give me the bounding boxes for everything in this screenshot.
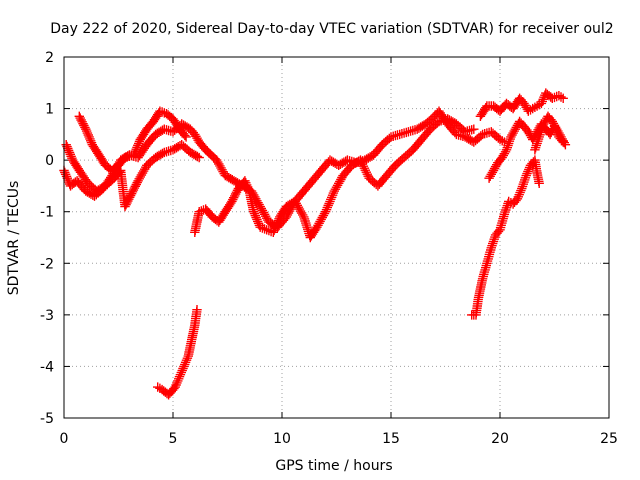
data-point xyxy=(85,134,95,144)
series-track-9 xyxy=(530,111,571,155)
data-point xyxy=(129,183,140,193)
series-track-4 xyxy=(190,114,479,243)
x-tick-label: 20 xyxy=(491,431,509,447)
data-points xyxy=(59,88,571,400)
data-point xyxy=(122,198,132,208)
data-point xyxy=(60,167,70,178)
data-point xyxy=(64,147,75,158)
data-point xyxy=(250,210,260,221)
y-tick-label: 2 xyxy=(45,50,54,66)
x-axis-ticks: 0 5 10 15 20 25 xyxy=(60,57,618,447)
data-point xyxy=(75,113,85,123)
data-point xyxy=(273,216,283,226)
data-point xyxy=(67,153,77,163)
data-point xyxy=(181,132,191,142)
x-tick-label: 15 xyxy=(382,431,400,447)
data-point xyxy=(192,151,203,162)
data-point xyxy=(251,212,261,223)
data-point xyxy=(129,150,139,160)
x-tick-label: 25 xyxy=(600,431,618,447)
y-tick-label: -3 xyxy=(40,308,54,324)
data-point xyxy=(123,196,133,206)
data-point xyxy=(271,219,282,230)
data-point xyxy=(79,120,89,131)
data-point xyxy=(83,130,93,140)
data-point xyxy=(77,117,87,127)
data-point xyxy=(120,201,130,212)
data-point xyxy=(230,191,240,201)
data-point xyxy=(66,151,76,161)
data-point xyxy=(131,144,141,154)
y-tick-label: -4 xyxy=(40,359,54,375)
data-point xyxy=(180,130,190,141)
data-point xyxy=(271,221,281,232)
x-tick-label: 10 xyxy=(273,431,291,447)
series-track-2 xyxy=(61,140,204,212)
data-point xyxy=(231,187,242,197)
data-point xyxy=(126,189,137,199)
x-axis-label: GPS time / hours xyxy=(275,458,392,474)
data-point xyxy=(228,194,238,205)
data-point xyxy=(249,207,259,217)
data-point xyxy=(82,128,93,138)
data-point xyxy=(81,124,91,134)
y-tick-label: -2 xyxy=(40,256,54,272)
data-point xyxy=(130,146,141,156)
data-point xyxy=(558,93,568,103)
data-point xyxy=(130,181,140,191)
data-point xyxy=(76,115,86,125)
series-track-5 xyxy=(153,305,202,400)
data-point xyxy=(229,193,239,203)
y-tick-label: -5 xyxy=(40,411,54,427)
chart-title: Day 222 of 2020, Sidereal Day-to-day VTE… xyxy=(50,21,613,37)
series-track-3 xyxy=(74,106,191,176)
series-track-7 xyxy=(475,88,568,121)
data-point xyxy=(63,145,74,156)
series-track-6 xyxy=(467,155,544,320)
y-tick-label: -1 xyxy=(40,205,54,221)
data-point xyxy=(125,192,135,202)
data-point xyxy=(499,137,510,147)
data-point xyxy=(194,152,204,163)
plot-frame xyxy=(63,56,610,419)
data-point xyxy=(227,196,237,207)
y-tick-label: 0 xyxy=(45,153,54,169)
data-point xyxy=(131,179,141,190)
data-point xyxy=(121,200,131,210)
y-tick-label: 1 xyxy=(45,102,54,118)
data-point xyxy=(534,178,544,188)
data-point xyxy=(62,173,72,183)
y-axis-ticks: -5 -4 -3 -2 -1 0 1 2 xyxy=(40,50,609,427)
data-point xyxy=(192,305,202,315)
y-axis-label: SDTVAR / TECUs xyxy=(6,181,22,296)
x-tick-label: 5 xyxy=(169,431,178,447)
data-point xyxy=(124,194,134,204)
data-point xyxy=(269,225,279,236)
data-point xyxy=(128,185,139,195)
data-point xyxy=(253,216,263,227)
data-point xyxy=(230,189,241,199)
data-point xyxy=(125,190,136,201)
data-point xyxy=(127,187,138,197)
data-point xyxy=(268,227,278,237)
data-point xyxy=(86,136,96,146)
data-point xyxy=(560,140,571,150)
data-point xyxy=(78,119,88,129)
data-point xyxy=(80,122,90,133)
data-point xyxy=(74,111,84,121)
x-tick-label: 0 xyxy=(60,431,69,447)
data-point xyxy=(134,136,145,147)
data-point xyxy=(133,140,143,150)
data-point xyxy=(157,148,168,159)
data-point xyxy=(274,214,284,224)
data-point xyxy=(469,124,479,134)
